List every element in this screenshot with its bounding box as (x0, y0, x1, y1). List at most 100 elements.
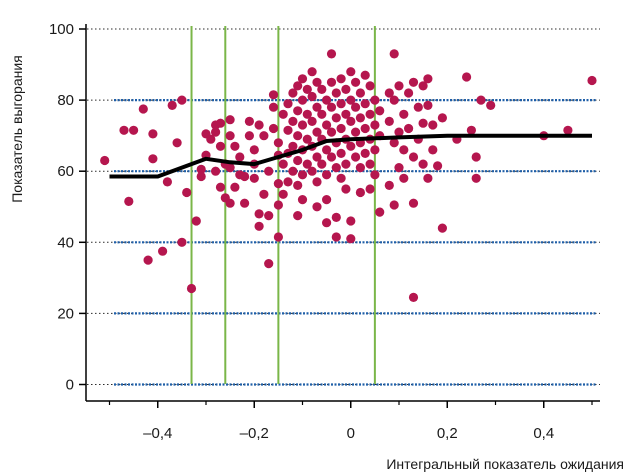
scatter-point (360, 148, 370, 158)
scatter-point (336, 123, 346, 134)
scatter-point (370, 170, 380, 180)
scatter-point (365, 81, 375, 91)
scatter-point (225, 163, 235, 173)
scatter-point (148, 129, 158, 139)
scatter-point (307, 91, 317, 102)
scatter-point (370, 145, 380, 155)
scatter-point (351, 77, 361, 87)
scatter-point (418, 81, 428, 91)
scatter-point (312, 127, 322, 137)
scatter-point (360, 99, 370, 109)
scatter-point (259, 189, 269, 199)
scatter-point (273, 179, 283, 189)
scatter-point (563, 125, 573, 135)
y-tick-label: 60 (57, 163, 74, 180)
scatter-point (428, 145, 438, 155)
scatter-point (322, 195, 332, 205)
scatter-point (254, 221, 264, 231)
scatter-point (317, 84, 327, 94)
scatter-point (230, 141, 240, 151)
scatter-point (264, 211, 274, 221)
scatter-point (404, 123, 414, 134)
scatter-point (177, 95, 187, 105)
scatter-point (124, 196, 134, 206)
scatter-point (177, 237, 187, 247)
scatter-point (268, 123, 279, 134)
scatter-point (196, 164, 206, 174)
scatter-point (297, 170, 308, 180)
x-tick-label: 0 (347, 425, 355, 442)
x-axis-label: Интегральный показатель ожидания (386, 456, 624, 472)
scatter-point (423, 100, 433, 110)
scatter-point (119, 125, 129, 135)
scatter-point (428, 120, 438, 130)
scatter-point (341, 109, 351, 119)
scatter-point (317, 109, 327, 119)
scatter-point (283, 125, 293, 135)
scatter-point (244, 116, 254, 126)
y-ticks: 0 20 40 60 80 100 (49, 21, 86, 394)
scatter-point (375, 106, 385, 116)
scatter-point (273, 232, 283, 242)
y-axis-label: Показатель выгорания (9, 55, 25, 203)
scatter-point (433, 161, 443, 171)
scatter-point (307, 166, 317, 176)
scatter-point (249, 145, 259, 155)
scatter-point (394, 127, 404, 137)
scatter-point (408, 152, 419, 162)
scatter-point (317, 159, 327, 169)
scatter-point (288, 166, 298, 176)
y-tick-label: 0 (66, 377, 74, 394)
vertical-reference-lines (190, 26, 376, 384)
scatter-point (326, 127, 337, 137)
scatter-point (215, 141, 226, 151)
scatter-point (360, 70, 370, 80)
scatter-point (394, 163, 404, 173)
scatter-point (355, 113, 365, 123)
scatter-point (273, 138, 283, 148)
scatter-point (288, 88, 298, 98)
scatter-point (384, 88, 394, 98)
scatter-point (404, 88, 414, 98)
scatter-point (283, 99, 293, 109)
scatter-point (346, 234, 356, 244)
scatter-point (297, 74, 308, 84)
scatter-point (389, 49, 399, 59)
scatter-point (476, 95, 486, 105)
scatter-point (322, 170, 332, 180)
scatter-point (312, 77, 322, 87)
scatter-point (351, 127, 361, 137)
scatter-points (100, 49, 597, 302)
scatter-point (326, 102, 337, 112)
scatter-point (186, 283, 197, 294)
scatter-point (355, 187, 365, 198)
scatter-point (158, 246, 168, 256)
scatter-point (211, 166, 221, 176)
scatter-point (148, 154, 158, 164)
scatter-point (413, 102, 423, 112)
scatter-point (215, 118, 226, 128)
scatter-point (182, 187, 192, 198)
scatter-point (587, 75, 597, 86)
scatter-point (288, 141, 298, 151)
x-tick-label: 0,4 (533, 425, 554, 442)
scatter-point (370, 95, 380, 105)
scatter-point (293, 131, 303, 141)
scatter-point (244, 131, 254, 141)
x-tick-label: 0,2 (437, 425, 458, 442)
scatter-point (336, 173, 346, 183)
scatter-point (471, 152, 481, 162)
scatter-point (355, 163, 365, 173)
scatter-point (346, 95, 356, 105)
scatter-point (336, 74, 346, 84)
scatter-point (297, 95, 308, 105)
scatter-point (326, 152, 337, 162)
y-tick-label: 80 (57, 92, 74, 109)
scatter-point (302, 159, 312, 169)
scatter-point (370, 120, 380, 130)
scatter-point (399, 109, 409, 119)
scatter-point (365, 109, 375, 119)
scatter-point (225, 115, 235, 125)
scatter-point (331, 163, 341, 173)
scatter-point (365, 184, 375, 194)
